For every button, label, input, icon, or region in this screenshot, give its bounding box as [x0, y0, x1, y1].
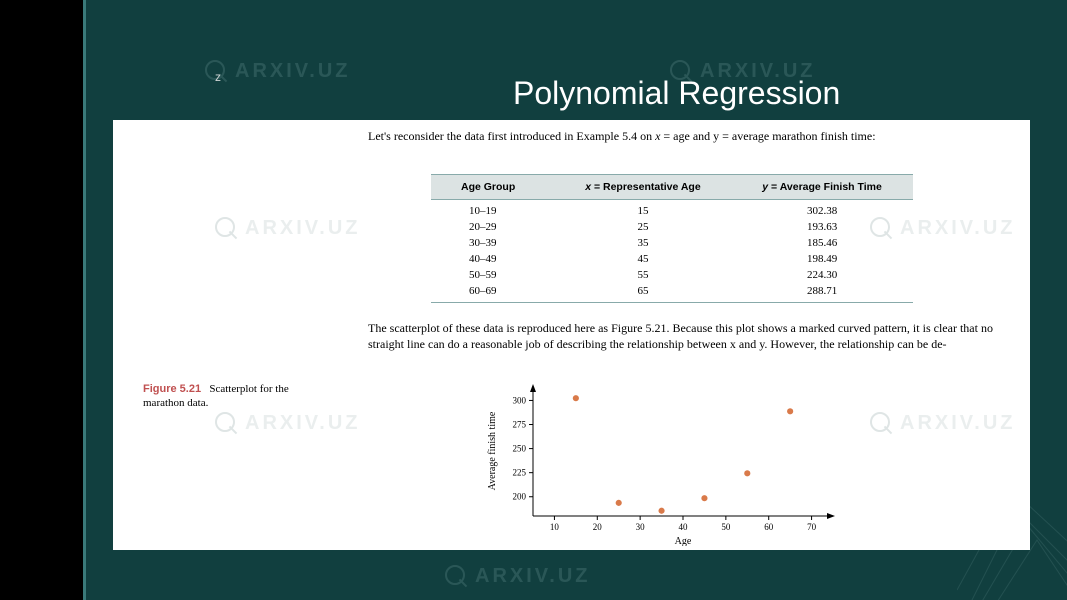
scatter-chart: 200 225 250 275 300 10 20 30 40 50 60 70 Age Average … [483, 378, 843, 546]
table-row: 40–4945198.49 [431, 251, 913, 267]
watermark: ARXIV.UZ [203, 58, 351, 84]
table-cell: 35 [555, 235, 731, 251]
svg-text:Average finish time: Average finish time [487, 411, 498, 490]
table-row: 60–6965288.71 [431, 283, 913, 303]
svg-text:200: 200 [513, 492, 527, 502]
table-cell: 25 [555, 219, 731, 235]
table-cell: 50–59 [431, 267, 555, 283]
svg-text:50: 50 [721, 522, 731, 532]
table-cell: 185.46 [731, 235, 913, 251]
svg-text:40: 40 [679, 522, 689, 532]
watermark: ARXIV.UZ [868, 410, 1016, 436]
table-cell: 302.38 [731, 200, 913, 220]
table-cell: 55 [555, 267, 731, 283]
svg-text:Age: Age [675, 536, 692, 546]
watermark: ARXIV.UZ [213, 410, 361, 436]
col-avg-finish-time: y = Average Finish Time [731, 175, 913, 200]
table-cell: 224.30 [731, 267, 913, 283]
table-row: 10–1915302.38 [431, 200, 913, 220]
table-cell: 10–19 [431, 200, 555, 220]
svg-text:60: 60 [764, 522, 774, 532]
table-cell: 193.63 [731, 219, 913, 235]
svg-text:275: 275 [513, 420, 527, 430]
table-cell: 288.71 [731, 283, 913, 303]
table-cell: 20–29 [431, 219, 555, 235]
col-age-group: Age Group [431, 175, 555, 200]
table-header-row: Age Group x = Representative Age y = Ave… [431, 175, 913, 200]
figure-caption: Figure 5.21 Scatterplot for the marathon… [143, 382, 323, 411]
data-table: Age Group x = Representative Age y = Ave… [431, 174, 913, 303]
svg-text:225: 225 [513, 468, 527, 478]
svg-text:300: 300 [513, 395, 527, 405]
svg-text:20: 20 [593, 522, 603, 532]
svg-text:30: 30 [636, 522, 646, 532]
slide-marker: z [215, 70, 221, 84]
table-row: 30–3935185.46 [431, 235, 913, 251]
table-cell: 45 [555, 251, 731, 267]
svg-text:250: 250 [513, 444, 527, 454]
table-cell: 40–49 [431, 251, 555, 267]
table-row: 20–2925193.63 [431, 219, 913, 235]
content-panel: ARXIV.UZ ARXIV.UZ ARXIV.UZ ARXIV.UZ Let'… [113, 120, 1030, 550]
left-accent-bar [83, 0, 86, 600]
watermark: ARXIV.UZ [443, 563, 591, 589]
body-paragraph: The scatterplot of these data is reprodu… [368, 320, 993, 352]
table-cell: 30–39 [431, 235, 555, 251]
intro-paragraph: Let's reconsider the data first introduc… [368, 128, 993, 144]
table-row: 50–5955224.30 [431, 267, 913, 283]
watermark: ARXIV.UZ [213, 215, 361, 241]
svg-text:10: 10 [550, 522, 560, 532]
table-cell: 198.49 [731, 251, 913, 267]
data-table-wrap: Age Group x = Representative Age y = Ave… [431, 174, 913, 303]
table-cell: 60–69 [431, 283, 555, 303]
table-cell: 15 [555, 200, 731, 220]
figure-number: Figure 5.21 [143, 383, 201, 395]
svg-text:70: 70 [807, 522, 817, 532]
slide: ARXIV.UZ ARXIV.UZ ARXIV.UZ z Polynomial … [83, 0, 1067, 600]
page-title: Polynomial Regression [513, 75, 840, 112]
col-representative-age: x = Representative Age [555, 175, 731, 200]
table-cell: 65 [555, 283, 731, 303]
